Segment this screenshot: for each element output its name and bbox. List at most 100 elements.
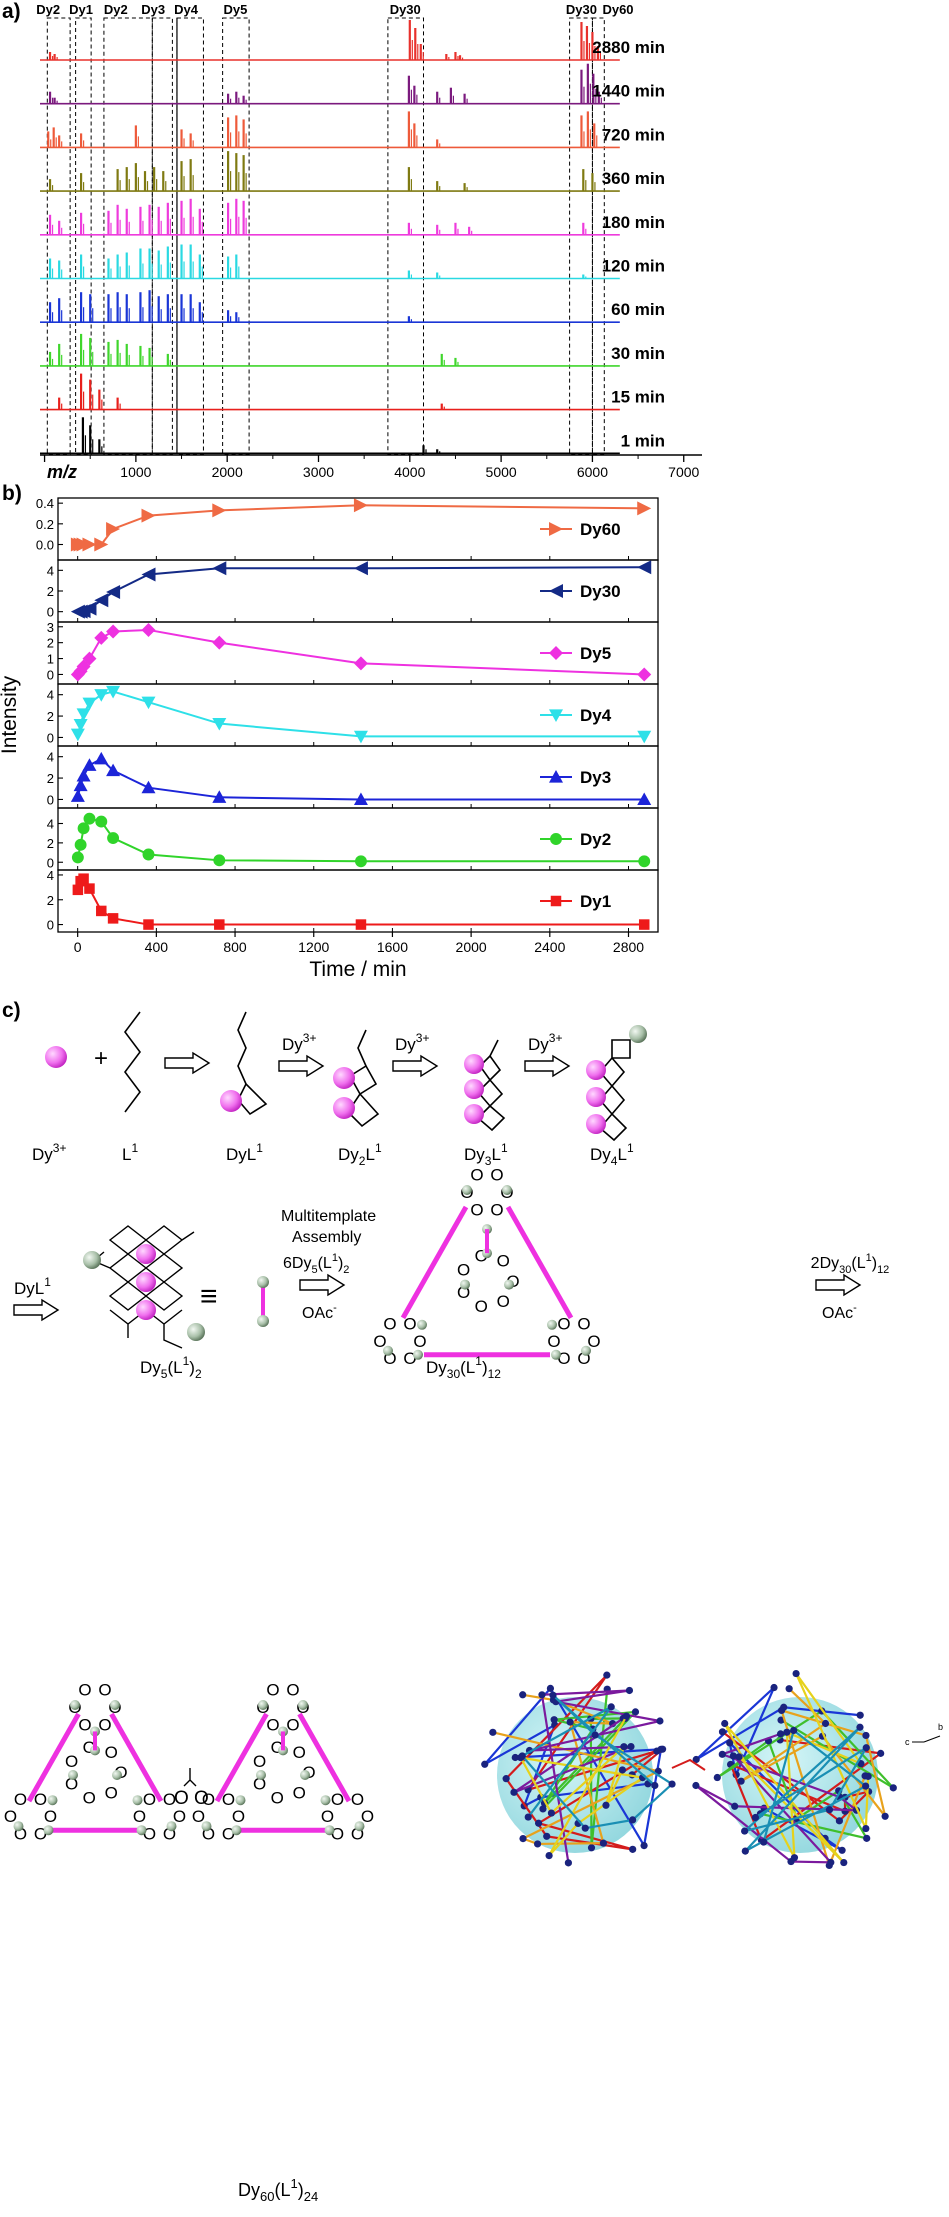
marker-dy1-5 — [107, 913, 119, 924]
triangle-edge-0 — [400, 1205, 469, 1320]
marker-dy3-7 — [212, 790, 227, 803]
cluster-atom-2-5-4 — [783, 1728, 791, 1736]
cluster-atom-1-5-7 — [545, 1851, 553, 1860]
y-tick-label-dy2-2: 2 — [47, 836, 54, 851]
cluster-atom-2-5-7 — [862, 1824, 870, 1833]
cluster-atom-1-4-7 — [538, 1691, 546, 1699]
cluster-atom-2-6-5 — [741, 1827, 749, 1835]
panel-c-label: c) — [2, 999, 21, 1022]
cluster-atom-2-0-5 — [770, 1683, 778, 1692]
marker-dy1-3 — [84, 883, 95, 894]
series-line-dy2 — [76, 817, 645, 863]
cluster-atom-1-2-1 — [631, 1708, 640, 1716]
x-tick-label-6000: 6000 — [577, 464, 608, 480]
axis-b-label: b — [938, 1722, 943, 1732]
marker-dy2-0 — [71, 851, 84, 864]
region-box-4 — [176, 17, 204, 455]
cluster-atom-2-3-6 — [777, 1706, 786, 1715]
label-dy3plus: Dy3+ — [32, 1141, 66, 1164]
vertex-right-ring-o-0: O — [587, 1332, 600, 1351]
vertex-top-ring-o-5: O — [490, 1166, 503, 1185]
marker-dy4-2 — [76, 708, 91, 721]
legend-label-dy60: Dy60 — [580, 520, 621, 539]
x-tick-label-5000: 5000 — [486, 464, 517, 480]
label-6dy5l12: 6Dy5(L1)2 — [283, 1252, 349, 1276]
cluster-atom-2-5-8 — [864, 1772, 872, 1780]
legend-label-dy5: Dy5 — [580, 644, 611, 663]
x-axis-tick-label-800: 800 — [223, 939, 247, 955]
axis-triad: b c — [905, 1722, 943, 1747]
region-label-dy3-3: Dy3 — [141, 2, 165, 17]
cluster-atom-1-1-5 — [543, 1832, 551, 1840]
spectrum-time-label-4: 180 min — [602, 213, 665, 232]
center-ring-o-2: O — [475, 1297, 488, 1316]
marker-dy2-4 — [95, 815, 108, 828]
vertex-left-ring-o-3: O — [4, 1807, 17, 1826]
vertex-right-ring-o-5: O — [351, 1790, 364, 1809]
label-oac-2: OAc- — [822, 1302, 857, 1322]
center-ring-o-1: O — [497, 1292, 510, 1311]
cluster-atom-2-0-3 — [726, 1739, 734, 1747]
arrow-2 — [278, 1055, 324, 1077]
center-ring-o-6: O — [105, 1743, 118, 1762]
dy-node-ball-1 — [110, 1700, 120, 1710]
vertex-left-ring-o-4: O — [14, 1790, 27, 1809]
marker-dy5-3 — [82, 651, 97, 666]
arrow-3 — [392, 1055, 438, 1077]
marker-dy5-7 — [212, 635, 227, 650]
spectrum-time-label-6: 60 min — [611, 300, 665, 319]
marker-dy2-3 — [83, 812, 96, 825]
y-tick-label-dy1-4: 4 — [47, 868, 54, 883]
marker-dy2-7 — [213, 854, 226, 867]
multitemplate-text: Multitemplate — [281, 1208, 376, 1225]
cluster-atom-1-3-6 — [519, 1835, 527, 1843]
cluster-atom-2-3-1 — [821, 1719, 830, 1728]
cluster-atom-1-6-6 — [518, 1752, 526, 1760]
region-label-dy2-2: Dy2 — [104, 2, 128, 17]
marker-dy3-3 — [82, 758, 97, 771]
marker-dy60-5 — [106, 522, 121, 536]
cluster-atom-1-6-8 — [524, 1813, 532, 1821]
cluster-atom-1-4-2 — [627, 1742, 635, 1751]
cluster-atom-1-1-6 — [629, 1845, 637, 1853]
svg-text:O: O — [194, 1788, 209, 1809]
dy-node-ball-5 — [43, 1825, 54, 1836]
cluster-atom-1-0-4 — [481, 1760, 489, 1768]
vertex-left-ring-o-3: O — [373, 1332, 386, 1351]
dy-node-ball-0 — [258, 1700, 268, 1710]
cluster-atom-1-2-2 — [550, 1716, 558, 1724]
marker-dy5-5 — [106, 624, 121, 639]
dy-node-ball-4 — [201, 1821, 212, 1832]
series-line-dy60 — [77, 504, 645, 546]
cluster-atom-1-6-0 — [651, 1781, 659, 1790]
cluster-atom-1-1-7 — [534, 1819, 543, 1827]
vertex-top-ring-o-1: O — [490, 1200, 503, 1219]
x-tick-label-3000: 3000 — [303, 464, 334, 480]
marker-dy3-4 — [94, 751, 109, 765]
panel-b-intensity-plots: 0.00.20.4Dy60024Dy300123Dy5024Dy4024Dy30… — [0, 496, 659, 981]
y-tick-label-dy2-4: 4 — [47, 817, 54, 832]
cluster-atom-1-3-5 — [533, 1840, 542, 1848]
cluster-atom-2-6-3 — [741, 1847, 749, 1855]
y-tick-label-dy4-0: 0 — [47, 730, 54, 745]
marker-dy5-9 — [637, 667, 652, 682]
dy-node-ball-11 — [547, 1319, 557, 1330]
cluster-atom-2-5-2 — [721, 1719, 729, 1728]
x-axis-tick-label-2400: 2400 — [534, 939, 565, 955]
cluster-atom-1-4-6 — [625, 1686, 634, 1695]
center-ring-o-2: O — [271, 1788, 284, 1807]
vertex-top-ring-o-2: O — [266, 1715, 279, 1734]
ligand-l1-structure — [124, 1011, 141, 1113]
cluster-atom-2-2-1 — [889, 1784, 897, 1792]
cluster-atom-2-6-6 — [825, 1806, 834, 1814]
marker-dy30-6 — [141, 567, 156, 582]
vertex-top-ring-o-4: O — [78, 1681, 91, 1700]
marker-dy4-6 — [141, 696, 156, 710]
cluster-atom-1-3-3 — [566, 1718, 574, 1726]
y-tick-label-dy3-0: 0 — [47, 792, 54, 807]
cluster-atom-2-6-8 — [751, 1813, 760, 1822]
y-tick-label-dy30-4: 4 — [47, 563, 54, 578]
panel-b-label: b) — [2, 482, 22, 505]
spectrum-time-label-8: 15 min — [611, 388, 665, 407]
